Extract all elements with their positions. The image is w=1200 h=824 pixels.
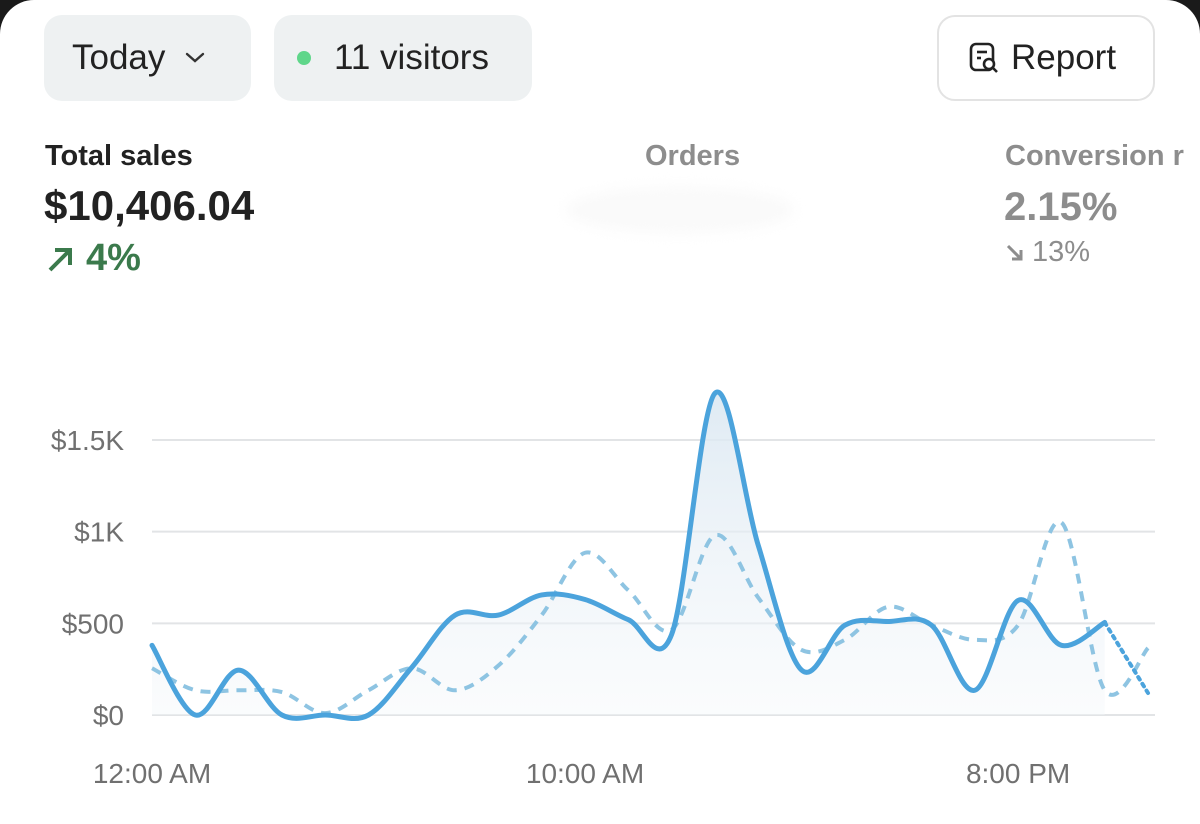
sales-line bbox=[149, 389, 1108, 721]
sales-line-partial bbox=[1102, 620, 1150, 695]
change-text: 4% bbox=[86, 237, 141, 279]
x-tick-label: 12:00 AM bbox=[93, 758, 211, 789]
report-button[interactable]: Report bbox=[937, 15, 1155, 101]
metric-label: Conversion r bbox=[1005, 140, 1184, 172]
blurred-value bbox=[565, 186, 795, 234]
change-text: 13% bbox=[1032, 236, 1091, 268]
period-selector[interactable]: Today bbox=[44, 15, 251, 101]
y-tick-label: $1K bbox=[74, 517, 124, 548]
metric-change: 4% bbox=[44, 237, 141, 280]
visitors-pill[interactable]: 11 visitors bbox=[274, 15, 532, 101]
live-dot bbox=[297, 51, 311, 65]
up-arrow-icon bbox=[48, 247, 72, 271]
metric-label: Total sales bbox=[45, 140, 193, 172]
chevron-icon bbox=[186, 52, 205, 63]
down-arrow-icon bbox=[1006, 244, 1023, 260]
report-label: Report bbox=[1011, 38, 1117, 77]
metric-change: 13% bbox=[1004, 236, 1090, 269]
period-label: Today bbox=[72, 38, 166, 77]
area-fill bbox=[152, 391, 1105, 719]
y-tick-label: $500 bbox=[62, 608, 124, 639]
metric-value: 2.15% bbox=[1004, 185, 1118, 229]
metric-value: $10,406.04 bbox=[44, 182, 255, 229]
x-tick-label: 10:00 AM bbox=[526, 758, 644, 789]
metric-label: Orders bbox=[645, 140, 741, 172]
visitors-label: 11 visitors bbox=[334, 38, 489, 77]
report-icon bbox=[969, 42, 998, 73]
y-tick-label: $1.5K bbox=[51, 425, 124, 456]
y-tick-label: $0 bbox=[93, 700, 124, 731]
x-tick-label: 8:00 PM bbox=[966, 758, 1070, 789]
